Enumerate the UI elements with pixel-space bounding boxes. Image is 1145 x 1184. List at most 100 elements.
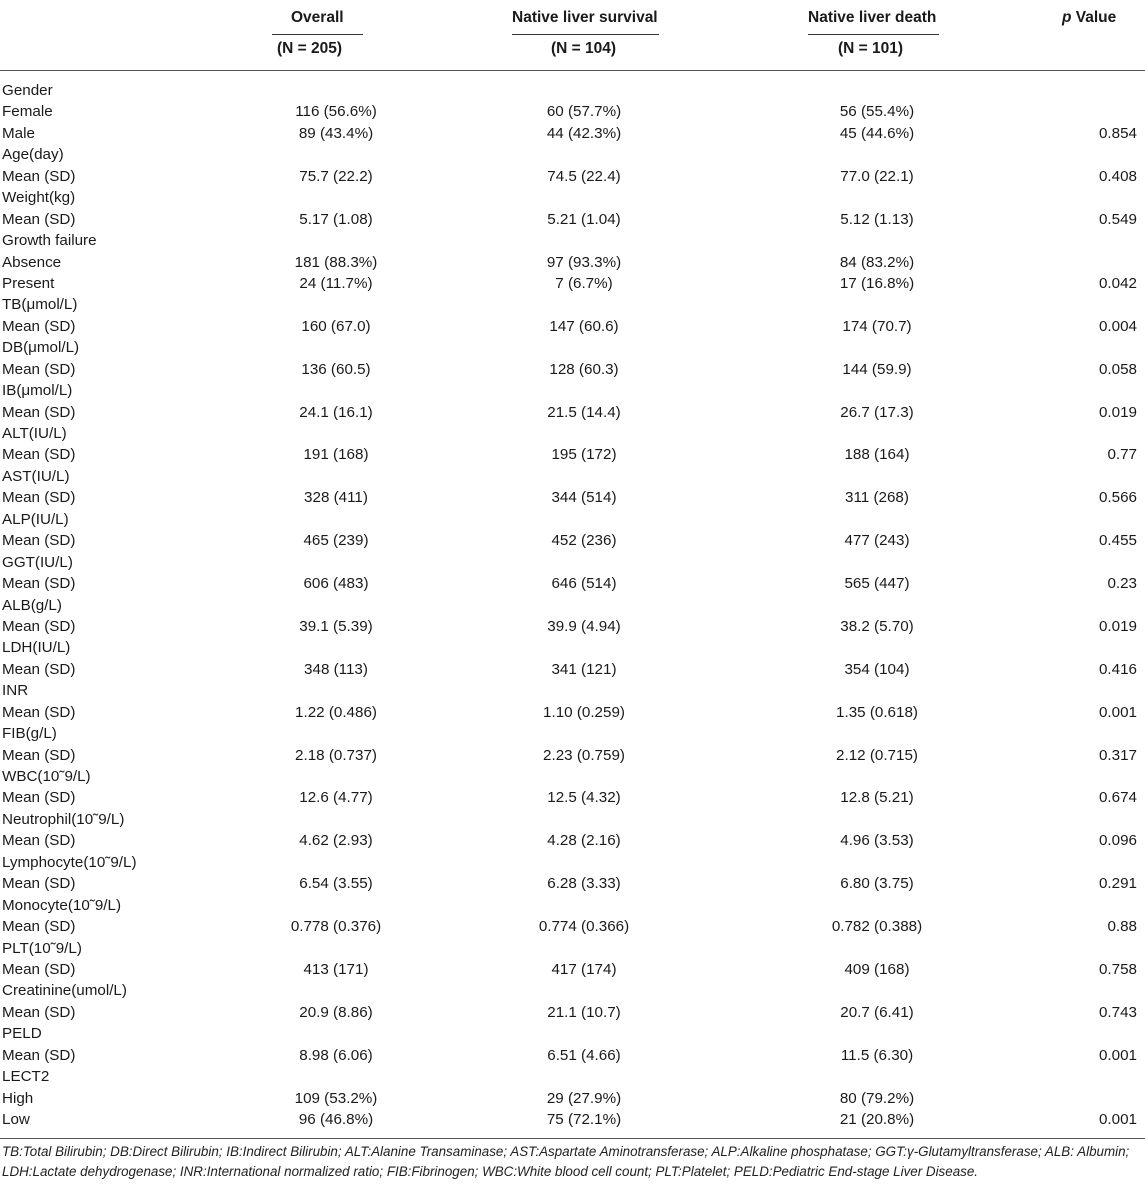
table-row: IB(μmol/L) (0, 380, 1145, 401)
table-row: Lymphocyte(10˜9/L) (0, 852, 1145, 873)
cell-overall: 348 (113) (304, 660, 368, 678)
cell-overall: 0.778 (0.376) (290, 918, 382, 936)
table-row: Mean (SD) 8.98 (6.06) 6.51 (4.66) 11.5 (6.3… (0, 1045, 1145, 1066)
cell-p-value: 0.455 (1098, 532, 1137, 550)
table-row: Mean (SD) 12.6 (4.77) 12.5 (4.32) 12.8 (5.2… (0, 787, 1145, 808)
table-row: Mean (SD) 2.18 (0.737) 2.23 (0.759) 2.12 (0… (0, 745, 1145, 766)
cell-death: 45 (44.6%) (839, 124, 915, 142)
row-label: PLT(10˜9/L) (2, 939, 82, 957)
row-label: Mean (SD) (2, 660, 76, 678)
cell-death: 144 (59.9) (842, 360, 912, 378)
cell-survival: 6.28 (3.33) (547, 875, 621, 893)
table-row: Age(day) (0, 144, 1145, 165)
row-label: Lymphocyte(10˜9/L) (2, 853, 137, 871)
table-row: ALB(g/L) (0, 595, 1145, 616)
header-p-value: p Value (1062, 9, 1116, 27)
table-row: Gender (0, 80, 1145, 101)
row-label: Mean (SD) (2, 317, 76, 335)
table-row: ALT(IU/L) (0, 423, 1145, 444)
row-label: LECT2 (2, 1068, 50, 1086)
cell-death: 21 (20.8%) (839, 1111, 915, 1128)
cell-death: 0.782 (0.388) (831, 918, 923, 936)
cell-p-value: 0.743 (1098, 1003, 1137, 1021)
cell-death: 84 (83.2%) (839, 253, 915, 271)
cell-survival: 646 (514) (551, 575, 617, 593)
cell-death: 20.7 (6.41) (840, 1003, 914, 1021)
cell-survival: 4.28 (2.16) (547, 832, 621, 850)
row-label: Female (2, 103, 53, 121)
cell-overall: 20.9 (8.86) (299, 1003, 373, 1021)
cell-survival: 97 (93.3%) (546, 253, 622, 271)
row-label: Mean (SD) (2, 167, 76, 185)
row-label: Neutrophil(10˜9/L) (2, 810, 125, 828)
row-label: GGT(IU/L) (2, 553, 73, 571)
row-label: FIB(g/L) (2, 725, 57, 743)
table-row: Mean (SD) 39.1 (5.39) 39.9 (4.94) 38.2 (5.7… (0, 616, 1145, 637)
cell-overall: 24 (11.7%) (299, 274, 373, 292)
table-row: Mean (SD) 606 (483) 646 (514) 565 (447) 0.23 (0, 573, 1145, 594)
cell-p-value: 0.23 (1107, 575, 1137, 593)
table-row: Mean (SD) 413 (171) 417 (174) 409 (168) 0.75… (0, 959, 1145, 980)
cell-death: 17 (16.8%) (839, 274, 915, 292)
cell-survival: 195 (172) (551, 446, 617, 464)
row-label: Present (2, 274, 55, 292)
cell-survival: 39.9 (4.94) (547, 617, 621, 635)
row-label: Mean (SD) (2, 875, 76, 893)
cell-death: 56 (55.4%) (839, 103, 915, 121)
row-label: TB(μmol/L) (2, 296, 78, 314)
cell-survival: 12.5 (4.32) (547, 789, 621, 807)
table-row: Mean (SD) 160 (67.0) 147 (60.6) 174 (70.7) 0… (0, 316, 1145, 337)
cell-survival: 74.5 (22.4) (547, 167, 621, 185)
table-row: AST(IU/L) (0, 466, 1145, 487)
cell-survival: 29 (27.9%) (546, 1089, 622, 1107)
cell-p-value: 0.001 (1098, 703, 1137, 721)
cell-overall: 116 (56.6%) (295, 103, 377, 121)
row-label: Mean (SD) (2, 789, 76, 807)
cell-overall: 181 (88.3%) (294, 253, 378, 271)
row-label: Mean (SD) (2, 532, 76, 550)
cell-survival: 75 (72.1%) (546, 1111, 622, 1128)
table-row: Female 116 (56.6%) 60 (57.7%) 56 (55.4%) (0, 101, 1145, 122)
row-label: ALP(IU/L) (2, 510, 69, 528)
cell-survival: 341 (121) (551, 660, 617, 678)
table-row: Neutrophil(10˜9/L) (0, 809, 1145, 830)
cell-survival: 44 (42.3%) (546, 124, 622, 142)
row-label: Mean (SD) (2, 1046, 76, 1064)
row-label: Mean (SD) (2, 446, 76, 464)
table-row: Mean (SD) 348 (113) 341 (121) 354 (104) 0.41… (0, 659, 1145, 680)
cell-overall: 5.17 (1.08) (299, 210, 373, 228)
cell-overall: 89 (43.4%) (298, 124, 374, 142)
cell-death: 354 (104) (844, 660, 910, 678)
row-label: IB(μmol/L) (2, 382, 73, 400)
table-row: FIB(g/L) (0, 723, 1145, 744)
table-row: High 109 (53.2%) 29 (27.9%) 80 (79.2%) (0, 1088, 1145, 1109)
cell-death: 80 (79.2%) (839, 1089, 915, 1107)
cell-death: 2.12 (0.715) (836, 746, 918, 764)
cell-p-value: 0.096 (1098, 832, 1137, 850)
header-survival-underline (512, 34, 659, 35)
cell-p-value: 0.058 (1098, 360, 1137, 378)
cell-overall: 191 (168) (303, 446, 369, 464)
table-footnote: TB:Total Bilirubin; DB:Direct Bilirubin;… (2, 1144, 1130, 1179)
table-row: Low 96 (46.8%) 75 (72.1%) 21 (20.8%) 0.001 (0, 1109, 1145, 1130)
table-row: Mean (SD) 465 (239) 452 (236) 477 (243) 0.45… (0, 530, 1145, 551)
cell-survival: 2.23 (0.759) (543, 746, 625, 764)
cell-survival: 1.10 (0.259) (543, 703, 625, 721)
cell-p-value: 0.291 (1098, 875, 1137, 893)
table-body: Gender Female 116 (56.6%) 60 (57.7%) 56 (55.… (0, 80, 1145, 1130)
cell-overall: 96 (46.8%) (298, 1111, 374, 1128)
row-label: ALT(IU/L) (2, 425, 67, 442)
table-row: DB(μmol/L) (0, 337, 1145, 358)
row-label: Mean (SD) (2, 617, 76, 635)
row-label: High (2, 1089, 34, 1107)
table-bottom-divider (0, 1138, 1145, 1139)
cell-p-value: 0.408 (1098, 167, 1137, 185)
row-label: Absence (2, 253, 62, 271)
cell-overall: 109 (53.2%) (294, 1089, 378, 1107)
table-row: Creatinine(umol/L) (0, 980, 1145, 1001)
cell-p-value: 0.674 (1098, 789, 1137, 807)
cell-overall: 136 (60.5) (301, 360, 371, 378)
cell-survival: 147 (60.6) (549, 317, 619, 335)
header-death-n: (N = 101) (838, 40, 904, 57)
cell-survival: 21.1 (10.7) (547, 1003, 621, 1021)
